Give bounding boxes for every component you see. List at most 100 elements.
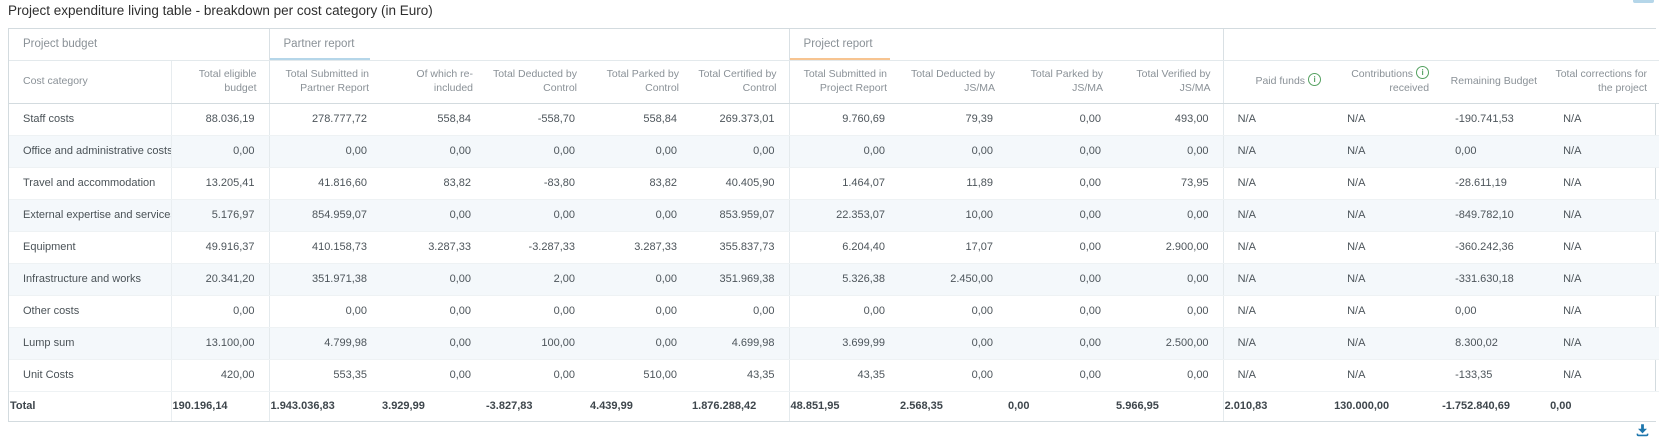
table-row: Travel and accommodation 13.205,41 41.816,… [9, 167, 1660, 200]
cell: 48.851,95 [788, 390, 900, 421]
row-label: Office and administrative costs [9, 135, 171, 168]
cell: 6.204,40 [788, 231, 900, 264]
row-label: Lump sum [9, 327, 171, 360]
column-header-label: Total Submitted in Partner Report [285, 67, 370, 94]
group-header [1222, 29, 1660, 61]
cell: 4.799,98 [268, 327, 382, 360]
download-icon [1636, 423, 1648, 436]
cell: 410.158,73 [268, 231, 382, 264]
cell: 0,00 [1007, 390, 1116, 421]
cell: 420,00 [170, 359, 270, 392]
column-header-label: Of which re-included [416, 67, 474, 94]
cell: 351.969,38 [691, 263, 790, 296]
column-header-label: Paid funds [1255, 74, 1306, 87]
cell: 2.900,00 [1115, 231, 1224, 264]
total-row: Total 190.196,14 1.943.036,83 3.929,99 -3.82… [9, 390, 1660, 421]
column-header: Contributions i received [1333, 60, 1442, 104]
column-header-label: received [1389, 81, 1430, 94]
cell: -558,70 [485, 103, 590, 136]
info-icon[interactable]: i [1308, 72, 1322, 86]
cell: N/A [1333, 359, 1442, 392]
cell: 1.876.288,42 [691, 390, 790, 421]
download-button[interactable] [1633, 421, 1651, 439]
cell: N/A [1549, 359, 1660, 392]
cell: 0,00 [170, 135, 270, 168]
cell: 0,00 [485, 359, 590, 392]
cell: -3.827,83 [485, 390, 590, 421]
column-header-label: Total Submitted in Project Report [803, 67, 888, 94]
cell: 0,00 [589, 295, 692, 328]
cell: 100,00 [485, 327, 590, 360]
cell: N/A [1549, 231, 1660, 264]
cell: N/A [1333, 103, 1442, 136]
cell: 3.287,33 [589, 231, 692, 264]
cell: 4.439,99 [589, 390, 692, 421]
cell: 0,00 [899, 359, 1008, 392]
cell: 0,00 [589, 135, 692, 168]
cell: 553,35 [268, 359, 382, 392]
cell: 0,00 [1007, 295, 1116, 328]
cell: 0,00 [788, 135, 900, 168]
cell: 0,00 [381, 359, 486, 392]
cell: 854.959,07 [268, 199, 382, 232]
cell: 0,00 [1549, 390, 1660, 421]
cell: -1.752.840,69 [1441, 390, 1550, 421]
info-icon[interactable]: i [1416, 65, 1430, 79]
cell: 269.373,01 [691, 103, 790, 136]
column-header: Of which re-included [381, 60, 486, 104]
cell: 0,00 [485, 199, 590, 232]
cell: 0,00 [1007, 231, 1116, 264]
row-label: External expertise and services [9, 199, 171, 232]
column-header: Total eligible budget [170, 60, 270, 104]
column-header-label: Total Deducted by JS/MA [910, 67, 996, 94]
group-header-project-budget: Project budget [9, 29, 270, 61]
cell: 79,39 [899, 103, 1008, 136]
cell: 0,00 [381, 263, 486, 296]
top-right-partial-icon [1633, 0, 1654, 3]
expenditure-table-container: Project budget Partner report Project repo… [8, 28, 1660, 422]
group-header-partner-report: Partner report [268, 29, 790, 61]
cell: N/A [1333, 231, 1442, 264]
cell: N/A [1549, 295, 1660, 328]
cell: N/A [1222, 327, 1334, 360]
cell: 0,00 [788, 295, 900, 328]
cell: 0,00 [1115, 295, 1224, 328]
cell: -28.611,19 [1441, 167, 1550, 200]
cell: 8.300,02 [1441, 327, 1550, 360]
column-header-label: Total corrections for the project [1555, 67, 1648, 94]
cell: 3.929,99 [381, 390, 486, 421]
cell: 0,00 [485, 135, 590, 168]
cell: 1.464,07 [788, 167, 900, 200]
cell: 355.837,73 [691, 231, 790, 264]
cell: -190.741,53 [1441, 103, 1550, 136]
expenditure-table: Project budget Partner report Project repo… [9, 29, 1660, 421]
cell: 0,00 [1007, 103, 1116, 136]
cell: 0,00 [899, 135, 1008, 168]
cell: 510,00 [589, 359, 692, 392]
cell: 5.326,38 [788, 263, 900, 296]
cell: 3.287,33 [381, 231, 486, 264]
cell: 558,84 [589, 103, 692, 136]
cell: 3.699,99 [788, 327, 900, 360]
cell: 49.916,37 [170, 231, 270, 264]
cell: 13.100,00 [170, 327, 270, 360]
cell: 2,00 [485, 263, 590, 296]
page-title: Project expenditure living table - break… [8, 3, 433, 18]
cell: 493,00 [1115, 103, 1224, 136]
cell: 9.760,69 [788, 103, 900, 136]
cell: -849.782,10 [1441, 199, 1550, 232]
cell: 190.196,14 [170, 390, 270, 421]
cell: 2.010,83 [1222, 390, 1334, 421]
cell: -133,35 [1441, 359, 1550, 392]
cell: 0,00 [1007, 167, 1116, 200]
column-header: Total Parked by Control [589, 60, 692, 104]
column-header-label: Total eligible budget [198, 67, 257, 94]
cell: 278.777,72 [268, 103, 382, 136]
table-row: Infrastructure and works 20.341,20 351.971… [9, 263, 1660, 296]
cell: 1.943.036,83 [268, 390, 382, 421]
column-header-label: Total Deducted by Control [492, 67, 578, 94]
cell: -83,80 [485, 167, 590, 200]
cell: 83,82 [381, 167, 486, 200]
cell: 5.966,95 [1115, 390, 1224, 421]
cell: 0,00 [268, 135, 382, 168]
